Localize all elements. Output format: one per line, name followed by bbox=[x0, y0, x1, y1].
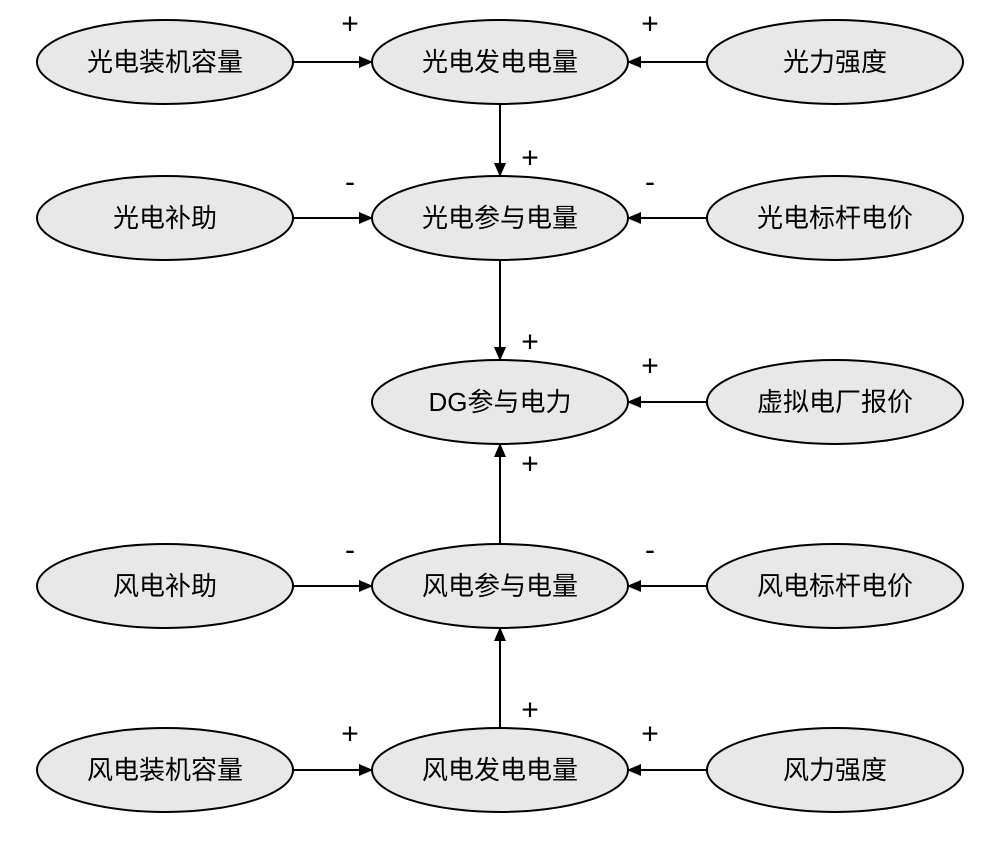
node-label: 光电补助 bbox=[113, 203, 217, 233]
node-label: 光电发电电量 bbox=[422, 47, 578, 77]
edge-sign: + bbox=[521, 326, 539, 359]
edge-sign: + bbox=[341, 718, 359, 751]
edge-sign: - bbox=[645, 534, 655, 567]
node-n5: 光电参与电量 bbox=[372, 176, 628, 260]
edge-sign: + bbox=[641, 8, 659, 41]
node-n6: 光电标杆电价 bbox=[707, 176, 963, 260]
node-n10: 风电参与电量 bbox=[372, 544, 628, 628]
edge-sign: - bbox=[345, 534, 355, 567]
node-label: 光电参与电量 bbox=[422, 203, 578, 233]
node-n13: 风电发电电量 bbox=[372, 728, 628, 812]
node-n3: 光力强度 bbox=[707, 20, 963, 104]
edge-sign: - bbox=[645, 166, 655, 199]
edge-sign: - bbox=[345, 166, 355, 199]
edge-sign: + bbox=[521, 142, 539, 175]
node-label: 风电标杆电价 bbox=[757, 571, 913, 601]
node-label: 风电参与电量 bbox=[422, 571, 578, 601]
node-n1: 光电装机容量 bbox=[37, 20, 293, 104]
node-n8: 虚拟电厂报价 bbox=[707, 360, 963, 444]
edge-sign: + bbox=[641, 350, 659, 383]
node-n11: 风电标杆电价 bbox=[707, 544, 963, 628]
edge-sign: + bbox=[521, 448, 539, 481]
node-n12: 风电装机容量 bbox=[37, 728, 293, 812]
node-label: 风电补助 bbox=[113, 571, 217, 601]
node-label: 风力强度 bbox=[783, 755, 887, 785]
node-label: 风电发电电量 bbox=[422, 755, 578, 785]
node-label: 光力强度 bbox=[783, 47, 887, 77]
edge-sign: + bbox=[521, 694, 539, 727]
node-label: 风电装机容量 bbox=[87, 755, 243, 785]
node-n9: 风电补助 bbox=[37, 544, 293, 628]
node-n2: 光电发电电量 bbox=[372, 20, 628, 104]
node-label: 虚拟电厂报价 bbox=[757, 387, 913, 417]
node-label: 光电装机容量 bbox=[87, 47, 243, 77]
edge-sign: + bbox=[341, 8, 359, 41]
node-n7: DG参与电力 bbox=[372, 360, 628, 444]
edge-sign: + bbox=[641, 718, 659, 751]
node-label: DG参与电力 bbox=[428, 387, 571, 417]
node-n4: 光电补助 bbox=[37, 176, 293, 260]
node-n14: 风力强度 bbox=[707, 728, 963, 812]
node-label: 光电标杆电价 bbox=[757, 203, 913, 233]
flowchart-canvas: 光电装机容量 光电发电电量 光力强度光电补助 光电参与电量 光电标杆电价 DG参与电力 虚拟… bbox=[0, 0, 1000, 863]
